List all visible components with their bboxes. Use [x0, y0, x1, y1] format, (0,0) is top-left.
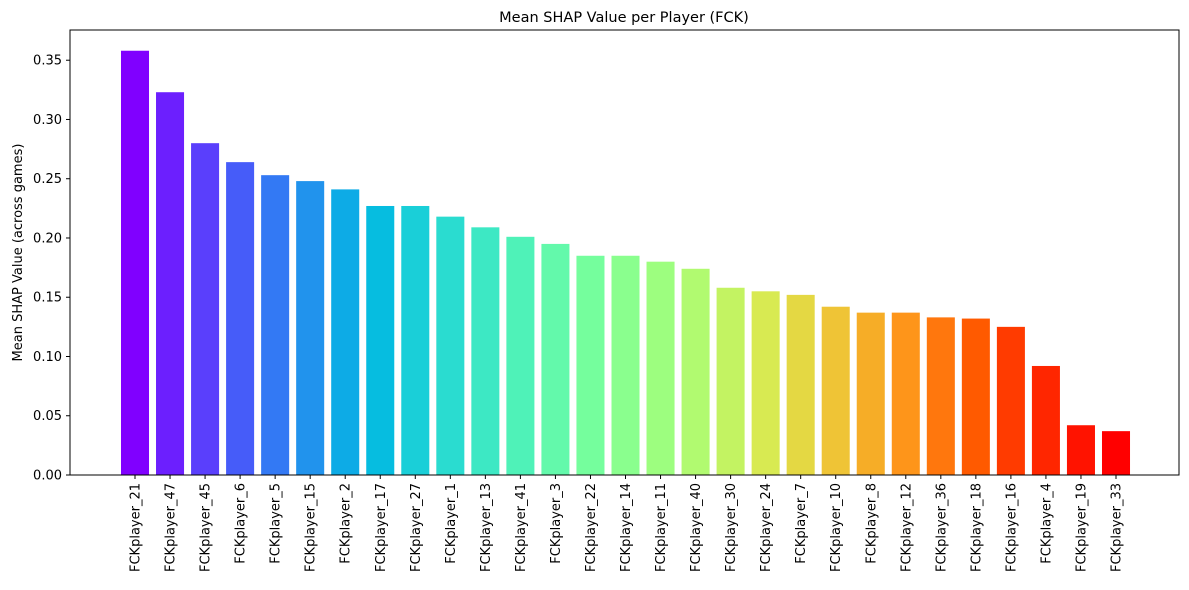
x-tick-label: FCKplayer_5 — [269, 483, 284, 564]
x-tick-label: FCKplayer_1 — [444, 483, 459, 564]
x-tick-label: FCKplayer_18 — [969, 483, 984, 572]
x-tick-label: FCKplayer_36 — [934, 483, 949, 572]
bar-FCKplayer_3 — [541, 243, 570, 475]
bar-FCKplayer_4 — [1031, 365, 1060, 475]
x-tick-label: FCKplayer_22 — [584, 483, 599, 572]
chart-title: Mean SHAP Value per Player (FCK) — [499, 10, 749, 26]
bar-FCKplayer_15 — [296, 181, 325, 475]
x-tick-label: FCKplayer_10 — [829, 483, 844, 572]
x-tick-label: FCKplayer_14 — [619, 483, 634, 572]
bar-FCKplayer_27 — [401, 205, 430, 476]
y-tick-label: 0.20 — [33, 231, 62, 246]
x-tick-label: FCKplayer_41 — [514, 483, 529, 572]
y-axis: 0.00 0.05 0.10 0.15 0.20 0.25 0.30 0.35 — [33, 54, 70, 484]
x-tick-label: FCKplayer_24 — [759, 483, 774, 572]
bar-FCKplayer_13 — [471, 227, 500, 475]
bar-FCKplayer_14 — [611, 255, 640, 475]
x-tick-label: FCKplayer_30 — [724, 483, 739, 572]
x-tick-label: FCKplayer_47 — [164, 483, 179, 572]
x-tick-label: FCKplayer_13 — [479, 483, 494, 572]
x-tick-label: FCKplayer_4 — [1039, 483, 1054, 564]
x-tick-label: FCKplayer_27 — [409, 483, 424, 572]
x-tick-label: FCKplayer_15 — [304, 483, 319, 572]
plot-frame — [69, 29, 1180, 476]
y-tick-label: 0.35 — [33, 54, 62, 69]
x-tick-label: FCKplayer_7 — [794, 483, 809, 564]
y-tick-label: 0.30 — [33, 113, 62, 128]
x-tick-label: FCKplayer_8 — [864, 483, 879, 564]
bar-FCKplayer_1 — [436, 216, 465, 475]
bar-FCKplayer_33 — [1101, 431, 1131, 475]
bar-FCKplayer_47 — [156, 92, 185, 475]
y-tick-label: 0.10 — [33, 350, 62, 365]
bar-FCKplayer_30 — [716, 287, 745, 475]
bar-FCKplayer_10 — [821, 306, 850, 475]
bar-FCKplayer_2 — [331, 189, 360, 475]
bar-FCKplayer_18 — [961, 318, 990, 475]
bar-FCKplayer_12 — [891, 312, 920, 475]
bar-FCKplayer_41 — [506, 236, 535, 475]
bar-FCKplayer_36 — [926, 317, 955, 475]
x-tick-label: FCKplayer_2 — [339, 483, 354, 564]
y-axis-title: Mean SHAP Value (across games) — [11, 144, 26, 362]
bar-FCKplayer_45 — [191, 143, 220, 475]
y-tick-label: 0.25 — [33, 172, 62, 187]
bar-FCKplayer_22 — [576, 255, 605, 475]
bar-FCKplayer_11 — [646, 261, 675, 475]
y-tick-label: 0.05 — [33, 409, 62, 424]
x-tick-label: FCKplayer_3 — [549, 483, 564, 564]
x-tick-label: FCKplayer_21 — [129, 483, 144, 572]
y-tick-label: 0.00 — [33, 469, 62, 484]
x-tick-label: FCKplayer_45 — [199, 483, 214, 572]
y-tick-label: 0.15 — [33, 291, 62, 306]
bar-FCKplayer_5 — [261, 175, 290, 476]
bar-FCKplayer_8 — [856, 312, 885, 475]
bar-FCKplayer_6 — [226, 162, 255, 475]
bar-FCKplayer_19 — [1066, 425, 1095, 475]
bars-group — [120, 50, 1131, 476]
x-tick-label: FCKplayer_6 — [234, 483, 249, 564]
x-tick-label: FCKplayer_33 — [1110, 483, 1125, 572]
x-tick-label: FCKplayer_12 — [899, 483, 914, 572]
x-axis: FCKplayer_21 FCKplayer_47 FCKplayer_45 FCKp… — [129, 475, 1125, 572]
x-tick-label: FCKplayer_19 — [1074, 483, 1089, 572]
x-tick-label: FCKplayer_11 — [654, 483, 669, 572]
bar-FCKplayer_17 — [366, 205, 395, 476]
bar-FCKplayer_40 — [681, 268, 710, 475]
bar-FCKplayer_24 — [751, 291, 780, 475]
bar-FCKplayer_16 — [996, 326, 1025, 475]
x-tick-label: FCKplayer_40 — [689, 483, 704, 572]
bar-FCKplayer_21 — [120, 50, 150, 476]
x-tick-label: FCKplayer_17 — [374, 483, 389, 572]
x-tick-label: FCKplayer_16 — [1004, 483, 1019, 572]
bar-FCKplayer_7 — [786, 294, 815, 475]
